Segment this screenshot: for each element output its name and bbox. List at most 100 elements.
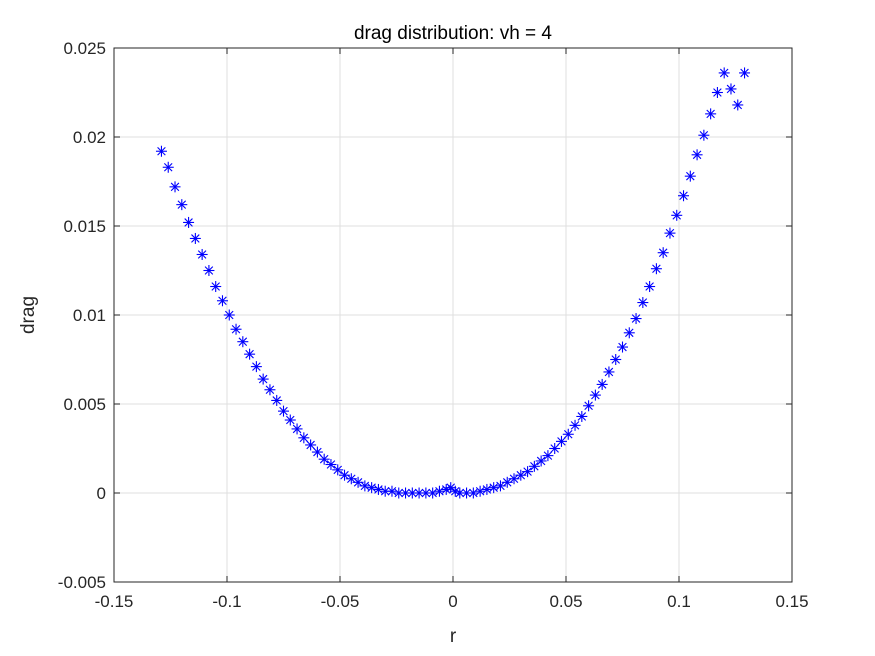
data-point-marker bbox=[203, 265, 215, 276]
data-point-marker bbox=[223, 309, 235, 321]
y-tick-label: 0.02 bbox=[73, 128, 106, 147]
grid bbox=[113, 47, 793, 583]
data-point-marker bbox=[244, 348, 256, 360]
data-point-marker bbox=[339, 469, 351, 481]
x-tick-label: 0.15 bbox=[775, 592, 808, 611]
x-tick-label: -0.15 bbox=[95, 592, 134, 611]
data-point-marker bbox=[630, 313, 642, 325]
data-point-marker bbox=[623, 327, 635, 339]
data-point-marker bbox=[515, 469, 527, 481]
data-point-marker bbox=[481, 483, 493, 495]
x-axis-title: r bbox=[450, 626, 457, 647]
data-point-marker bbox=[501, 476, 513, 488]
data-point-marker bbox=[291, 423, 303, 435]
data-point-marker bbox=[644, 281, 656, 293]
data-point-marker bbox=[711, 87, 723, 98]
data-point-marker bbox=[230, 323, 242, 335]
data-markers bbox=[155, 67, 751, 499]
data-point-marker bbox=[535, 455, 547, 467]
x-tick-label: -0.1 bbox=[212, 592, 241, 611]
data-point-marker bbox=[739, 67, 751, 79]
data-point-marker bbox=[311, 446, 323, 458]
data-point-marker bbox=[400, 487, 412, 499]
data-point-marker bbox=[474, 485, 486, 497]
data-point-marker bbox=[393, 487, 405, 499]
data-point-marker bbox=[237, 336, 249, 348]
data-point-marker bbox=[257, 373, 269, 385]
data-point-marker bbox=[216, 295, 228, 307]
data-point-marker bbox=[325, 459, 337, 471]
data-point-marker bbox=[433, 485, 445, 497]
data-point-marker bbox=[528, 460, 540, 472]
data-point-marker bbox=[250, 361, 262, 373]
data-point-marker bbox=[522, 466, 534, 478]
data-point-marker bbox=[176, 199, 188, 211]
data-point-marker bbox=[155, 145, 167, 157]
data-point-marker bbox=[488, 482, 500, 494]
data-point-marker bbox=[427, 487, 439, 499]
data-point-marker bbox=[664, 227, 676, 239]
data-point-marker bbox=[732, 99, 744, 111]
ticks: -0.15 -0.1 -0.05 0 0.05 0.1 0.15 -0.005 0 0.005 0.… bbox=[58, 39, 809, 611]
x-tick-label: 0.05 bbox=[549, 592, 582, 611]
data-point-marker bbox=[684, 170, 696, 182]
data-point-marker bbox=[569, 419, 581, 431]
data-point-marker bbox=[449, 485, 461, 497]
data-point-marker bbox=[671, 209, 683, 221]
data-point-marker bbox=[555, 435, 567, 447]
data-point-marker bbox=[718, 67, 730, 79]
x-tick-label: -0.05 bbox=[321, 592, 360, 611]
data-point-marker bbox=[678, 190, 690, 202]
data-point-marker bbox=[637, 297, 649, 309]
data-point-marker bbox=[169, 181, 181, 193]
data-point-marker bbox=[332, 464, 344, 476]
data-point-marker bbox=[386, 485, 398, 497]
data-point-marker bbox=[691, 149, 703, 161]
data-point-marker bbox=[617, 341, 628, 353]
y-tick-label: -0.005 bbox=[58, 573, 106, 592]
data-point-marker bbox=[583, 400, 595, 412]
data-point-marker bbox=[366, 482, 378, 494]
data-point-marker bbox=[210, 281, 222, 293]
data-point-marker bbox=[650, 263, 662, 275]
data-point-marker bbox=[705, 108, 717, 120]
data-point-marker bbox=[610, 354, 622, 365]
y-tick-label: 0.015 bbox=[63, 217, 106, 236]
data-point-marker bbox=[372, 483, 384, 495]
data-point-marker bbox=[305, 439, 317, 451]
y-tick-label: 0.025 bbox=[63, 39, 106, 58]
x-tick-label: 0 bbox=[448, 592, 457, 611]
data-point-marker bbox=[467, 487, 479, 499]
data-point-marker bbox=[359, 480, 371, 492]
data-point-marker bbox=[271, 394, 283, 406]
data-point-marker bbox=[725, 83, 737, 95]
data-point-marker bbox=[562, 428, 574, 440]
y-axis-title: drag bbox=[18, 296, 39, 334]
data-point-marker bbox=[576, 410, 588, 422]
chart-title: drag distribution: vh = 4 bbox=[354, 23, 552, 44]
data-point-marker bbox=[183, 216, 195, 228]
data-point-marker bbox=[698, 129, 710, 141]
data-point-marker bbox=[542, 450, 554, 462]
y-tick-label: 0 bbox=[97, 484, 106, 503]
data-point-marker bbox=[298, 432, 310, 444]
y-tick-label: 0.005 bbox=[63, 395, 106, 414]
data-point-marker bbox=[657, 247, 669, 259]
data-point-marker bbox=[508, 473, 520, 485]
data-point-marker bbox=[264, 384, 276, 396]
data-point-marker bbox=[603, 366, 615, 378]
data-point-marker bbox=[278, 405, 289, 417]
data-point-marker bbox=[596, 378, 608, 390]
data-point-marker bbox=[284, 414, 296, 426]
data-point-marker bbox=[189, 232, 201, 244]
x-tick-label: 0.1 bbox=[667, 592, 691, 611]
y-tick-label: 0.01 bbox=[73, 306, 106, 325]
data-point-marker bbox=[196, 248, 208, 260]
data-point-marker bbox=[589, 389, 601, 401]
data-point-marker bbox=[162, 161, 174, 173]
data-point-marker bbox=[549, 443, 561, 454]
data-point-marker bbox=[318, 453, 330, 465]
data-point-marker bbox=[440, 483, 452, 495]
